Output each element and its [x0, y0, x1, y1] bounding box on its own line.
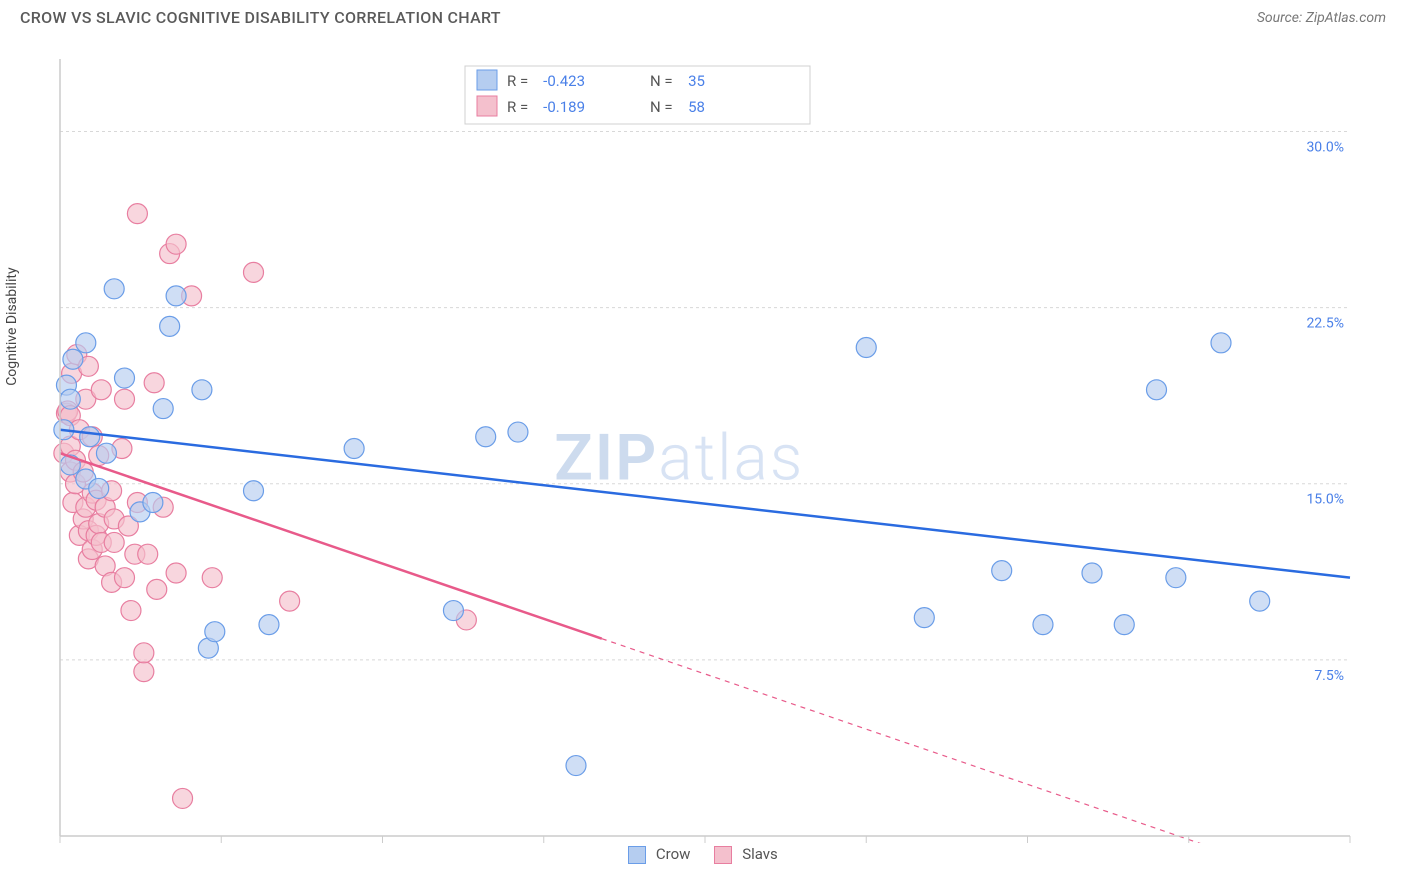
svg-text:R =: R = — [507, 98, 528, 116]
svg-text:ZIPatlas: ZIPatlas — [554, 421, 804, 496]
svg-text:35: 35 — [688, 72, 705, 90]
chart-area: Cognitive Disability 7.5%15.0%22.5%30.0%… — [20, 31, 1386, 843]
y-axis-label: Cognitive Disability — [4, 267, 20, 385]
chart-source: Source: ZipAtlas.com — [1257, 10, 1386, 26]
scatter-chart: 7.5%15.0%22.5%30.0%ZIPatlas0.0%100.0%R =… — [20, 31, 1386, 843]
legend-label-slavs: Slavs — [742, 845, 778, 863]
chart-header: CROW VS SLAVIC COGNITIVE DISABILITY CORR… — [0, 0, 1406, 31]
svg-text:-0.423: -0.423 — [543, 72, 585, 90]
legend-label-crow: Crow — [656, 845, 691, 863]
svg-text:7.5%: 7.5% — [1314, 668, 1344, 684]
svg-text:R =: R = — [507, 72, 528, 90]
legend-item-crow: Crow — [628, 845, 690, 864]
svg-text:-0.189: -0.189 — [543, 98, 585, 116]
legend-swatch-crow — [628, 846, 646, 864]
bottom-legend: Crow Slavs — [0, 845, 1406, 864]
svg-text:15.0%: 15.0% — [1306, 492, 1344, 508]
chart-title: CROW VS SLAVIC COGNITIVE DISABILITY CORR… — [20, 8, 501, 27]
svg-text:22.5%: 22.5% — [1306, 316, 1344, 332]
svg-text:30.0%: 30.0% — [1306, 139, 1344, 155]
svg-text:58: 58 — [688, 98, 705, 116]
svg-text:N =: N = — [650, 72, 673, 90]
svg-text:N =: N = — [650, 98, 673, 116]
legend-item-slavs: Slavs — [714, 845, 777, 864]
legend-swatch-slavs — [714, 846, 732, 864]
